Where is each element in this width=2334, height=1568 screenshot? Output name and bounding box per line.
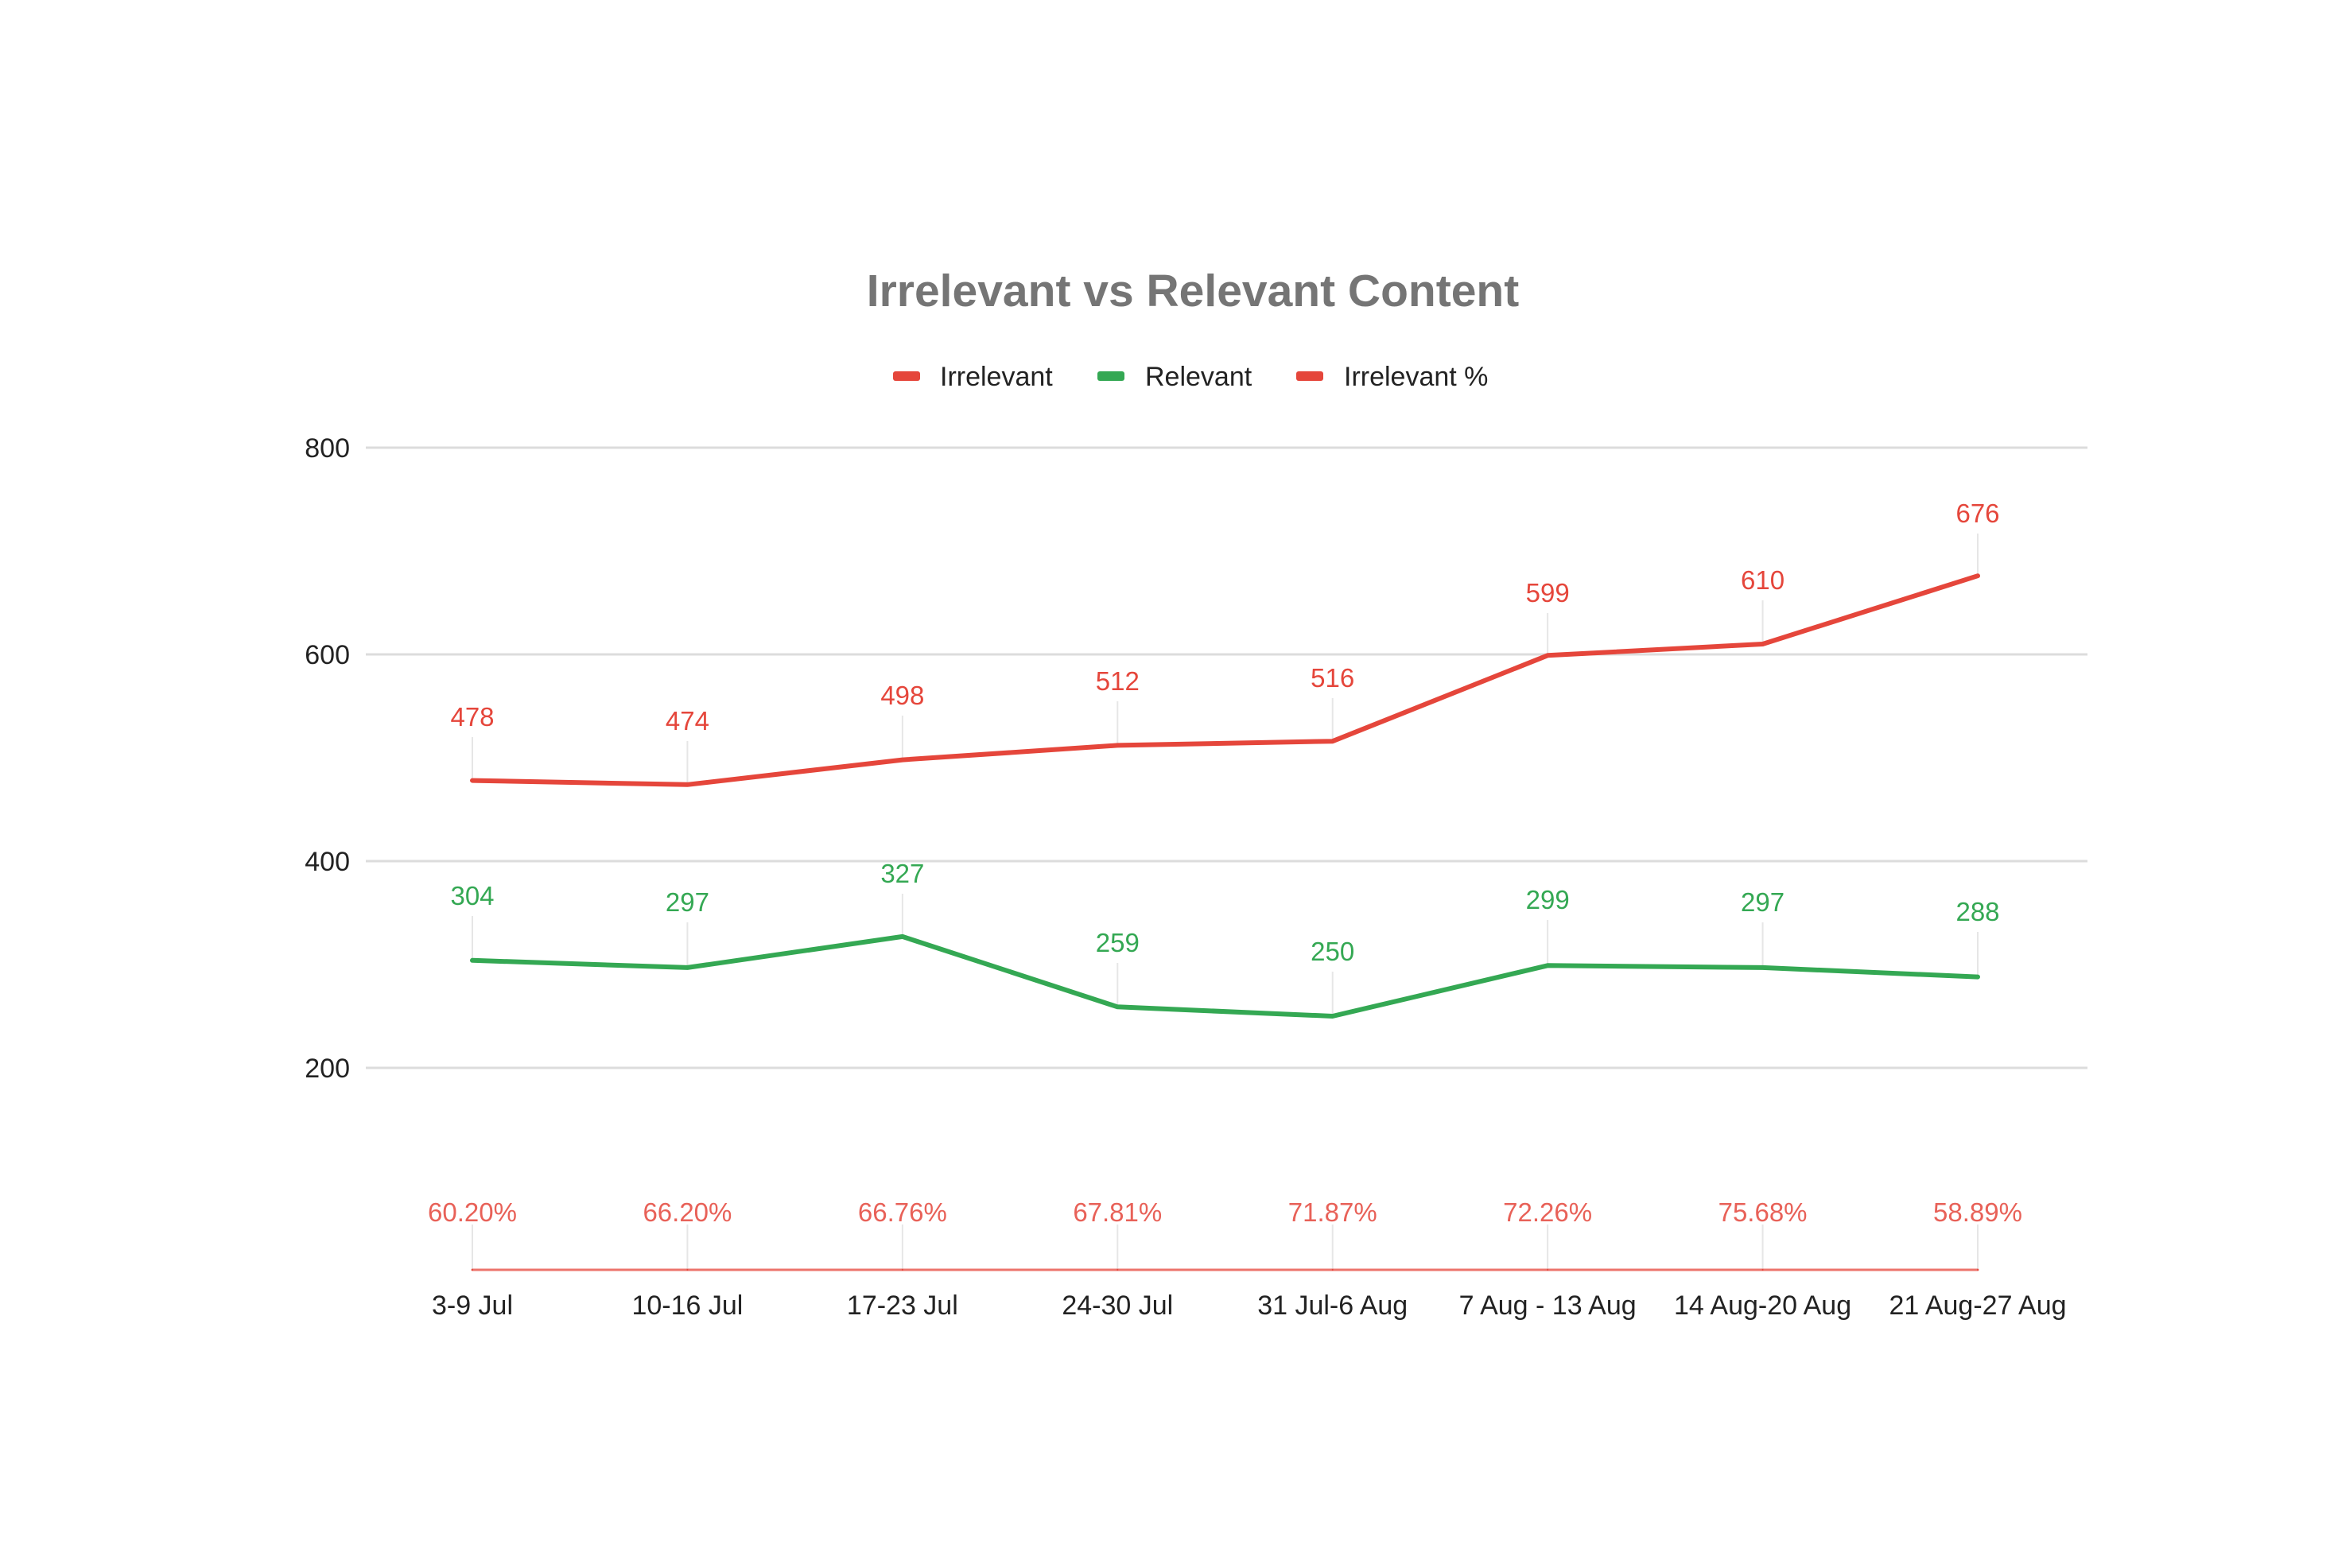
data-point	[1547, 1269, 1549, 1271]
data-label: 474	[666, 706, 709, 735]
data-point	[1117, 1269, 1119, 1271]
data-label: 250	[1311, 937, 1354, 966]
data-point	[472, 1269, 473, 1271]
legend-label-2: Relevant	[1145, 362, 1252, 392]
x-tick-label: 7 Aug - 13 Aug	[1459, 1290, 1637, 1321]
data-label: 58.89%	[1933, 1197, 2022, 1227]
x-tick-label: 17-23 Jul	[847, 1290, 958, 1321]
data-label: 478	[450, 702, 494, 732]
series-line	[470, 573, 1980, 787]
data-label: 299	[1526, 885, 1570, 914]
data-point	[686, 966, 689, 968]
data-point	[901, 935, 903, 937]
data-label: 297	[666, 887, 709, 917]
y-tick-label-600: 600	[305, 640, 350, 670]
legend-label-3: Irrelevant %	[1344, 362, 1488, 392]
data-point	[1977, 1269, 1979, 1271]
data-point	[1117, 744, 1119, 747]
chart-title: Irrelevant vs Relevant Content	[867, 266, 1519, 316]
data-point	[1331, 1015, 1334, 1017]
data-label: 498	[880, 681, 924, 710]
data-label: 66.20%	[643, 1197, 732, 1227]
data-point	[901, 1269, 903, 1271]
y-axis: 200 400 600 800	[305, 433, 350, 1084]
data-point	[1331, 740, 1334, 743]
data-point	[1761, 643, 1764, 645]
data-label: 676	[1955, 499, 1999, 528]
data-point	[1977, 575, 1979, 577]
legend-swatch-1	[893, 371, 920, 381]
data-point	[1547, 964, 1549, 967]
data-label: 259	[1096, 928, 1140, 957]
gridlines	[366, 446, 2087, 1069]
data-point	[1331, 1269, 1334, 1271]
data-label: 71.87%	[1288, 1197, 1377, 1227]
x-tick-label: 3-9 Jul	[432, 1290, 513, 1321]
data-label: 67.81%	[1073, 1197, 1162, 1227]
series-relevant: 304 297 327 259 250 299 297 288	[450, 859, 2000, 1019]
series-irrelevant: 60.20% 66.20% 66.76% 67.81% 71.87% 72.26% 75.6…	[428, 1197, 2022, 1271]
data-point	[1547, 654, 1549, 657]
data-label: 288	[1955, 897, 1999, 926]
y-tick-label-400: 400	[305, 847, 350, 877]
x-tick-label: 10-16 Jul	[631, 1290, 743, 1321]
data-label: 72.26%	[1503, 1197, 1592, 1227]
data-label: 66.76%	[858, 1197, 947, 1227]
data-point	[472, 959, 473, 961]
data-label: 516	[1311, 663, 1354, 693]
data-point	[686, 783, 689, 786]
legend: Irrelevant Relevant Irrelevant %	[893, 362, 1488, 392]
data-label: 75.68%	[1718, 1197, 1808, 1227]
data-point	[1761, 1269, 1764, 1271]
data-point	[1117, 1006, 1119, 1008]
y-tick-label-800: 800	[305, 433, 350, 464]
series-irrelevant: 478 474 498 512 516 599 610 676	[450, 499, 2000, 787]
data-label: 304	[450, 881, 494, 910]
data-label: 60.20%	[428, 1197, 517, 1227]
series-line	[470, 933, 1980, 1019]
y-tick-label-200: 200	[305, 1054, 350, 1084]
legend-label-1: Irrelevant	[940, 362, 1053, 392]
data-point	[472, 779, 473, 782]
data-point	[1977, 976, 1979, 978]
data-label: 327	[880, 859, 924, 888]
data-label: 610	[1741, 565, 1784, 595]
data-point	[901, 759, 903, 761]
series-group: 478 474 498 512 516 599 610 676 304 297 327 259 250 2…	[428, 499, 2022, 1271]
data-point	[686, 1269, 689, 1271]
data-label: 297	[1741, 887, 1784, 917]
x-tick-label: 31 Jul-6 Aug	[1257, 1290, 1408, 1321]
legend-swatch-2	[1097, 371, 1124, 381]
x-tick-label: 14 Aug-20 Aug	[1674, 1290, 1851, 1321]
x-tick-label: 24-30 Jul	[1062, 1290, 1173, 1321]
legend-swatch-3	[1296, 371, 1323, 381]
data-label: 512	[1096, 666, 1140, 696]
x-axis: 3-9 Jul 10-16 Jul 17-23 Jul 24-30 Jul 31 Jul…	[432, 1290, 2067, 1321]
data-point	[1761, 966, 1764, 968]
x-tick-label: 21 Aug-27 Aug	[1889, 1290, 2066, 1321]
data-label: 599	[1526, 578, 1570, 607]
